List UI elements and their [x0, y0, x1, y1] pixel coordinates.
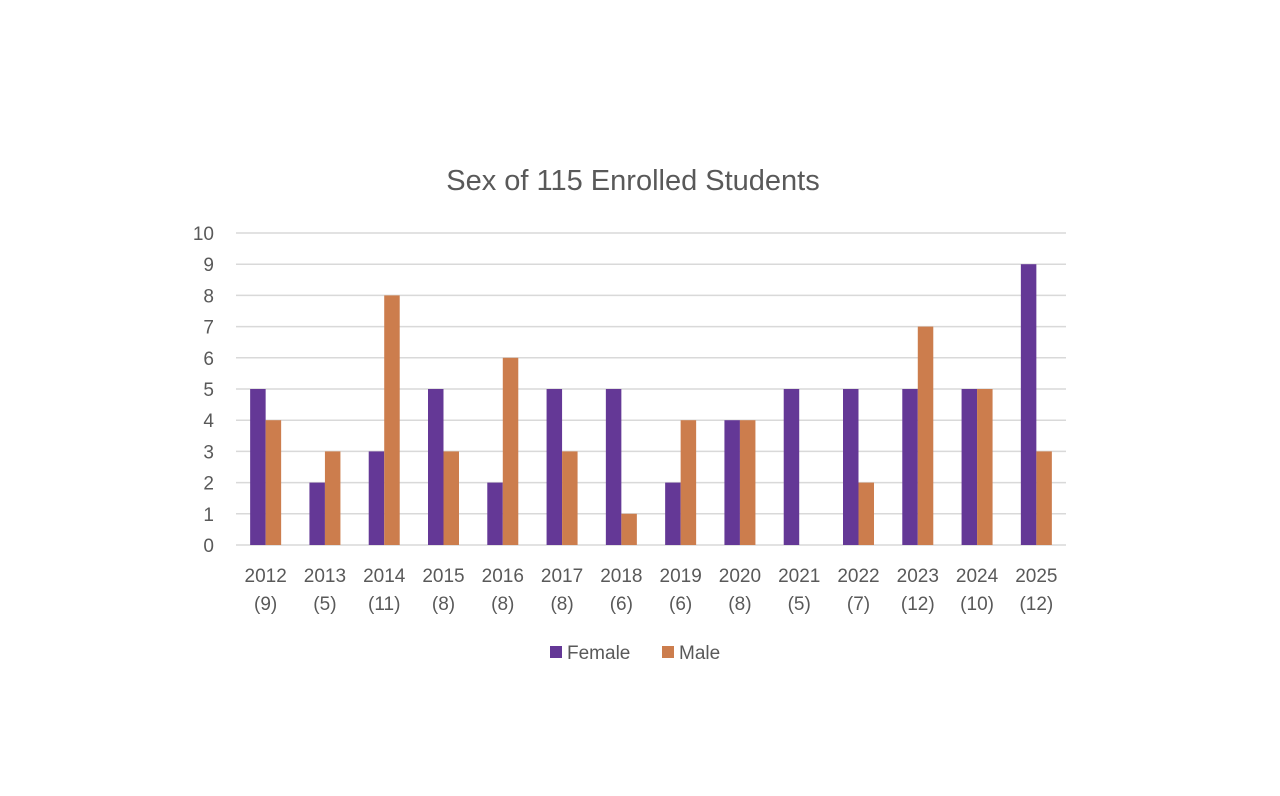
x-tick-total: (10) — [960, 594, 994, 615]
bar-male-2017 — [562, 451, 578, 545]
x-tick-total: (8) — [491, 594, 514, 615]
bar-male-2024 — [977, 389, 993, 545]
legend-label: Female — [567, 643, 630, 664]
bar-male-2014 — [384, 295, 400, 545]
bar-female-2025 — [1020, 264, 1037, 545]
bar-female-2013 — [309, 482, 325, 545]
x-tick-year: 2018 — [600, 566, 642, 587]
y-tick-label: 1 — [203, 505, 214, 526]
bar-male-2023 — [917, 326, 934, 545]
y-axis-ticks: 0 1 2 3 4 5 6 7 8 9 10 — [193, 224, 215, 557]
bar-female-2018 — [605, 389, 622, 545]
x-tick-total: (8) — [728, 594, 751, 615]
x-tick-year: 2023 — [897, 566, 939, 587]
chart-title: Sex of 115 Enrolled Students — [446, 165, 820, 197]
bar-male-2016 — [502, 357, 519, 545]
bar-female-2014 — [368, 451, 385, 545]
bar-male-2022 — [858, 482, 874, 545]
x-tick-total: (6) — [669, 594, 692, 615]
y-tick-label: 5 — [203, 380, 214, 401]
bar-female-2012 — [250, 389, 266, 545]
bar-female-2020 — [724, 420, 740, 545]
x-tick-total: (8) — [550, 594, 573, 615]
y-tick-label: 10 — [193, 224, 214, 245]
x-tick-year: 2021 — [778, 566, 820, 587]
legend: Female Male — [550, 643, 720, 664]
x-tick-year: 2024 — [956, 566, 999, 587]
bar-female-2016 — [487, 482, 503, 545]
legend-swatch — [550, 646, 562, 658]
legend-swatch — [662, 646, 674, 658]
y-tick-label: 4 — [203, 411, 214, 432]
bar-male-2015 — [443, 451, 459, 545]
legend-item-male: Male — [662, 643, 720, 664]
x-axis-labels: 2012 (9) 2013 (5) 2014 (11) 2015 (8) 2016 (8) 2017… — [245, 566, 1058, 615]
x-tick-year: 2025 — [1015, 566, 1057, 587]
bar-female-2023 — [902, 389, 918, 545]
gridlines — [236, 232, 1066, 546]
x-tick-total: (6) — [610, 594, 633, 615]
y-tick-label: 9 — [203, 255, 214, 276]
x-tick-year: 2017 — [541, 566, 583, 587]
x-tick-total: (8) — [432, 594, 455, 615]
x-tick-total: (9) — [254, 594, 277, 615]
y-tick-label: 0 — [203, 536, 214, 557]
y-tick-label: 2 — [203, 474, 214, 495]
bars — [250, 264, 1052, 545]
y-tick-label: 3 — [203, 442, 214, 463]
bar-female-2021 — [783, 389, 800, 545]
bar-female-2019 — [665, 482, 681, 545]
bar-male-2025 — [1036, 451, 1052, 545]
y-tick-label: 8 — [203, 286, 214, 307]
x-tick-year: 2013 — [304, 566, 346, 587]
bar-male-2018 — [621, 513, 637, 545]
x-tick-year: 2020 — [719, 566, 761, 587]
bar-male-2012 — [265, 420, 282, 545]
x-tick-total: (11) — [368, 594, 400, 615]
y-tick-label: 6 — [203, 349, 214, 370]
legend-label: Male — [679, 643, 720, 664]
x-tick-year: 2012 — [245, 566, 287, 587]
x-tick-total: (5) — [788, 594, 811, 615]
x-tick-year: 2015 — [422, 566, 464, 587]
bar-female-2022 — [843, 389, 859, 545]
x-tick-total: (12) — [901, 594, 935, 615]
x-tick-total: (5) — [313, 594, 336, 615]
x-tick-year: 2014 — [363, 566, 406, 587]
bar-female-2015 — [428, 389, 444, 545]
legend-item-female: Female — [550, 643, 630, 664]
x-tick-year: 2016 — [482, 566, 524, 587]
x-tick-year: 2022 — [837, 566, 879, 587]
x-tick-year: 2019 — [660, 566, 702, 587]
y-tick-label: 7 — [203, 318, 214, 339]
bar-female-2024 — [961, 389, 978, 545]
bar-female-2017 — [546, 389, 563, 545]
bar-male-2019 — [680, 420, 697, 545]
bar-male-2013 — [324, 451, 341, 545]
x-tick-total: (7) — [847, 594, 870, 615]
x-tick-total: (12) — [1019, 594, 1053, 615]
bar-male-2020 — [739, 420, 756, 545]
